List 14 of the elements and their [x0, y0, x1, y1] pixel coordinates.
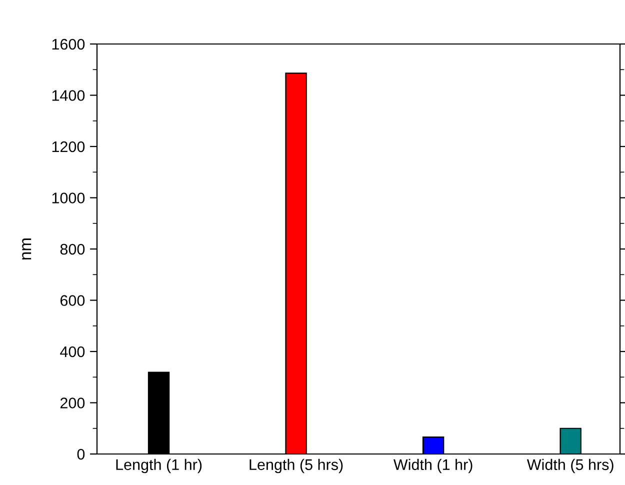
- x-tick-label: Width (5 hrs): [526, 458, 614, 474]
- y-tick-label: 200: [60, 398, 85, 408]
- y-tick-label: 1600: [52, 38, 85, 50]
- y-tick-label: 800: [60, 244, 85, 255]
- y-tick-label: 400: [60, 346, 85, 358]
- y-tick-label: 1000: [52, 192, 85, 204]
- x-tick-label: Length (5 hrs): [250, 458, 343, 474]
- x-tick-label: Width (1 hr): [393, 458, 472, 474]
- x-tick-label: Length (1 hr): [116, 458, 202, 474]
- y-tick-label: 1400: [52, 90, 85, 101]
- y-tick-label: 1200: [52, 141, 85, 152]
- y-axis-title: nm: [22, 238, 32, 260]
- y-tick-label: 600: [60, 295, 85, 306]
- y-tick-label: 0: [77, 448, 85, 460]
